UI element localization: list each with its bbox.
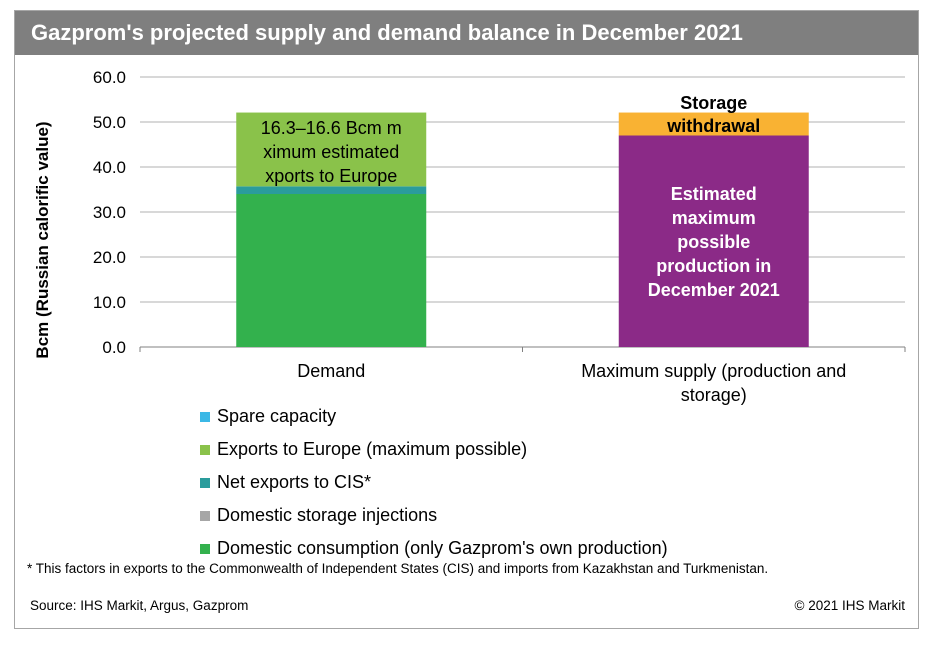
legend-swatch	[200, 411, 210, 422]
bar-annotation-label: December 2021	[648, 280, 780, 300]
legend-swatch	[200, 477, 210, 488]
bar-annotation-label: Estimated	[671, 184, 757, 204]
legend-label: Domestic consumption (only Gazprom's own…	[217, 538, 668, 558]
legend-item: Domestic consumption (only Gazprom's own…	[200, 532, 668, 565]
y-tick-label: 60.0	[93, 68, 126, 87]
legend-item: Exports to Europe (maximum possible)	[200, 433, 668, 466]
legend-label: Net exports to CIS*	[217, 472, 372, 492]
bar-segment	[236, 194, 427, 347]
legend-item: Domestic storage injections	[200, 499, 668, 532]
y-tick-label: 20.0	[93, 248, 126, 267]
chart-legend: Spare capacity Exports to Europe (maximum…	[200, 400, 668, 565]
x-category-label: Demand	[297, 361, 365, 381]
source-note: Source: IHS Markit, Argus, Gazprom	[30, 598, 249, 613]
bar-annotation-label: xports to Europe	[265, 166, 397, 186]
bar-segment	[618, 135, 809, 347]
legend-swatch	[200, 543, 210, 554]
legend-label: Spare capacity	[217, 406, 337, 426]
bar-segment	[236, 112, 427, 187]
y-tick-label: 30.0	[93, 203, 126, 222]
legend-label: Domestic storage injections	[217, 505, 438, 525]
y-tick-label: 50.0	[93, 113, 126, 132]
bar-annotation-label: withdrawal	[666, 116, 760, 136]
y-tick-label: 40.0	[93, 158, 126, 177]
chart-title: Gazprom's projected supply and demand ba…	[15, 11, 918, 55]
y-tick-label: 10.0	[93, 293, 126, 312]
x-category-label: storage)	[681, 385, 747, 405]
footnote: * This factors in exports to the Commonw…	[27, 561, 769, 576]
legend-swatch	[200, 510, 210, 521]
y-axis-label: Bcm (Russian calorific value)	[33, 121, 52, 358]
legend-item: Net exports to CIS*	[200, 466, 668, 499]
legend-item: Spare capacity	[200, 400, 668, 433]
y-tick-label: 0.0	[102, 338, 126, 357]
bar-annotation-label: production in	[656, 256, 771, 276]
bar-annotation-label: 16.3–16.6 Bcm m	[261, 118, 402, 138]
bar-segment	[618, 112, 809, 136]
bar-annotation-label: Storage	[680, 93, 747, 113]
bar-annotation-label: possible	[677, 232, 750, 252]
legend-swatch	[200, 444, 210, 455]
bar-annotation-label: maximum	[672, 208, 756, 228]
copyright-note: © 2021 IHS Markit	[794, 598, 906, 613]
bar-segment	[236, 186, 427, 194]
legend-label: Exports to Europe (maximum possible)	[217, 439, 528, 459]
x-category-label: Maximum supply (production and	[581, 361, 846, 381]
bar-annotation-label: ximum estimated	[263, 142, 399, 162]
